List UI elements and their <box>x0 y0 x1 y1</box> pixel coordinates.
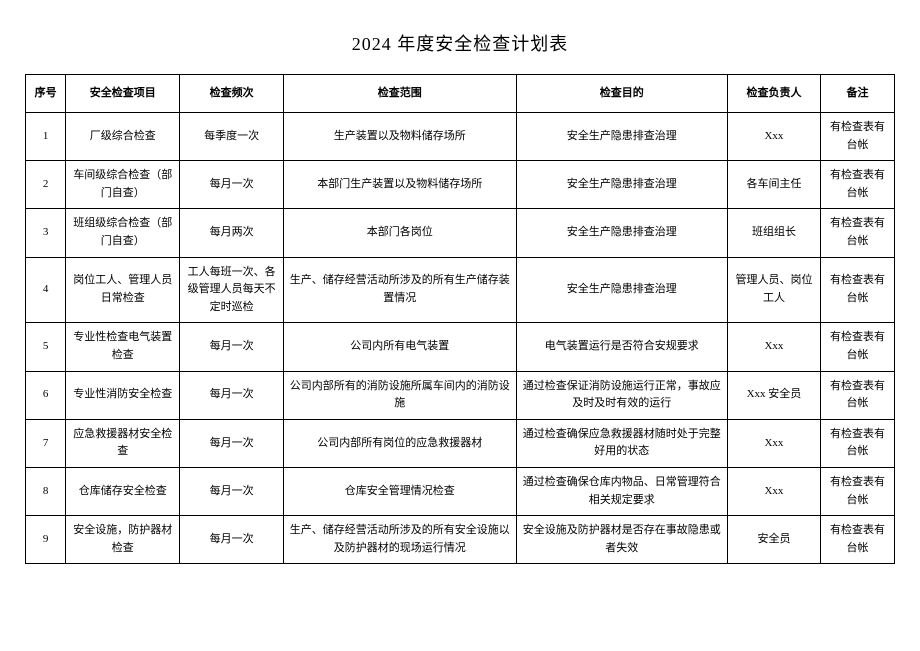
cell-freq: 每月一次 <box>180 371 284 419</box>
cell-item: 厂级综合检查 <box>66 113 180 161</box>
cell-item: 班组级综合检查（部门自查） <box>66 209 180 257</box>
col-header-remark: 备注 <box>820 75 894 113</box>
cell-remark: 有检查表有台帐 <box>820 467 894 515</box>
table-header-row: 序号 安全检查项目 检查频次 检查范围 检查目的 检查负责人 备注 <box>26 75 895 113</box>
cell-seq: 2 <box>26 161 66 209</box>
cell-purpose: 安全生产隐患排查治理 <box>516 161 727 209</box>
col-header-freq: 检查频次 <box>180 75 284 113</box>
cell-person: 安全员 <box>727 516 820 564</box>
cell-remark: 有检查表有台帐 <box>820 419 894 467</box>
cell-purpose: 安全生产隐患排查治理 <box>516 257 727 323</box>
table-row: 3 班组级综合检查（部门自查） 每月两次 本部门各岗位 安全生产隐患排查治理 班… <box>26 209 895 257</box>
cell-scope: 公司内部所有岗位的应急救援器材 <box>283 419 516 467</box>
cell-seq: 4 <box>26 257 66 323</box>
cell-seq: 7 <box>26 419 66 467</box>
cell-seq: 3 <box>26 209 66 257</box>
cell-seq: 8 <box>26 467 66 515</box>
table-row: 2 车间级综合检查（部门自查） 每月一次 本部门生产装置以及物料储存场所 安全生… <box>26 161 895 209</box>
table-row: 5 专业性检查电气装置检查 每月一次 公司内所有电气装置 电气装置运行是否符合安… <box>26 323 895 371</box>
cell-item: 岗位工人、管理人员日常检查 <box>66 257 180 323</box>
cell-item: 仓库储存安全检查 <box>66 467 180 515</box>
cell-person: 班组组长 <box>727 209 820 257</box>
cell-freq: 每月一次 <box>180 419 284 467</box>
cell-remark: 有检查表有台帐 <box>820 113 894 161</box>
cell-freq: 每月一次 <box>180 467 284 515</box>
cell-scope: 公司内部所有的消防设施所属车间内的消防设施 <box>283 371 516 419</box>
cell-scope: 生产装置以及物料储存场所 <box>283 113 516 161</box>
cell-item: 专业性检查电气装置检查 <box>66 323 180 371</box>
table-body: 1 厂级综合检查 每季度一次 生产装置以及物料储存场所 安全生产隐患排查治理 X… <box>26 113 895 564</box>
cell-remark: 有检查表有台帐 <box>820 209 894 257</box>
page-title: 2024 年度安全检查计划表 <box>25 30 895 56</box>
table-row: 9 安全设施，防护器材检查 每月一次 生产、储存经营活动所涉及的所有安全设施以及… <box>26 516 895 564</box>
cell-scope: 生产、储存经营活动所涉及的所有安全设施以及防护器材的现场运行情况 <box>283 516 516 564</box>
cell-item: 专业性消防安全检查 <box>66 371 180 419</box>
cell-seq: 1 <box>26 113 66 161</box>
cell-scope: 仓库安全管理情况检查 <box>283 467 516 515</box>
table-row: 8 仓库储存安全检查 每月一次 仓库安全管理情况检查 通过检查确保仓库内物品、日… <box>26 467 895 515</box>
cell-person: Xxx 安全员 <box>727 371 820 419</box>
cell-purpose: 安全设施及防护器材是否存在事故隐患或者失效 <box>516 516 727 564</box>
cell-remark: 有检查表有台帐 <box>820 257 894 323</box>
cell-scope: 本部门各岗位 <box>283 209 516 257</box>
table-row: 7 应急救援器材安全检查 每月一次 公司内部所有岗位的应急救援器材 通过检查确保… <box>26 419 895 467</box>
cell-person: 各车间主任 <box>727 161 820 209</box>
col-header-person: 检查负责人 <box>727 75 820 113</box>
cell-seq: 6 <box>26 371 66 419</box>
cell-item: 安全设施，防护器材检查 <box>66 516 180 564</box>
cell-seq: 5 <box>26 323 66 371</box>
cell-remark: 有检查表有台帐 <box>820 371 894 419</box>
cell-person: 管理人员、岗位工人 <box>727 257 820 323</box>
cell-freq: 每月一次 <box>180 516 284 564</box>
inspection-plan-table: 序号 安全检查项目 检查频次 检查范围 检查目的 检查负责人 备注 1 厂级综合… <box>25 74 895 564</box>
cell-remark: 有检查表有台帐 <box>820 516 894 564</box>
cell-scope: 生产、储存经营活动所涉及的所有生产储存装置情况 <box>283 257 516 323</box>
cell-seq: 9 <box>26 516 66 564</box>
cell-freq: 工人每班一次、各级管理人员每天不定时巡检 <box>180 257 284 323</box>
cell-freq: 每季度一次 <box>180 113 284 161</box>
cell-purpose: 安全生产隐患排查治理 <box>516 209 727 257</box>
table-row: 6 专业性消防安全检查 每月一次 公司内部所有的消防设施所属车间内的消防设施 通… <box>26 371 895 419</box>
cell-item: 应急救援器材安全检查 <box>66 419 180 467</box>
cell-person: Xxx <box>727 113 820 161</box>
table-row: 1 厂级综合检查 每季度一次 生产装置以及物料储存场所 安全生产隐患排查治理 X… <box>26 113 895 161</box>
cell-freq: 每月一次 <box>180 161 284 209</box>
cell-purpose: 电气装置运行是否符合安规要求 <box>516 323 727 371</box>
cell-item: 车间级综合检查（部门自查） <box>66 161 180 209</box>
table-row: 4 岗位工人、管理人员日常检查 工人每班一次、各级管理人员每天不定时巡检 生产、… <box>26 257 895 323</box>
cell-remark: 有检查表有台帐 <box>820 161 894 209</box>
col-header-item: 安全检查项目 <box>66 75 180 113</box>
cell-scope: 公司内所有电气装置 <box>283 323 516 371</box>
cell-person: Xxx <box>727 323 820 371</box>
col-header-scope: 检查范围 <box>283 75 516 113</box>
cell-freq: 每月一次 <box>180 323 284 371</box>
cell-freq: 每月两次 <box>180 209 284 257</box>
cell-scope: 本部门生产装置以及物料储存场所 <box>283 161 516 209</box>
cell-purpose: 安全生产隐患排查治理 <box>516 113 727 161</box>
cell-purpose: 通过检查确保仓库内物品、日常管理符合相关规定要求 <box>516 467 727 515</box>
col-header-seq: 序号 <box>26 75 66 113</box>
cell-purpose: 通过检查保证消防设施运行正常，事故应及时及时有效的运行 <box>516 371 727 419</box>
cell-remark: 有检查表有台帐 <box>820 323 894 371</box>
cell-person: Xxx <box>727 419 820 467</box>
cell-purpose: 通过检查确保应急救援器材随时处于完整好用的状态 <box>516 419 727 467</box>
cell-person: Xxx <box>727 467 820 515</box>
col-header-purpose: 检查目的 <box>516 75 727 113</box>
